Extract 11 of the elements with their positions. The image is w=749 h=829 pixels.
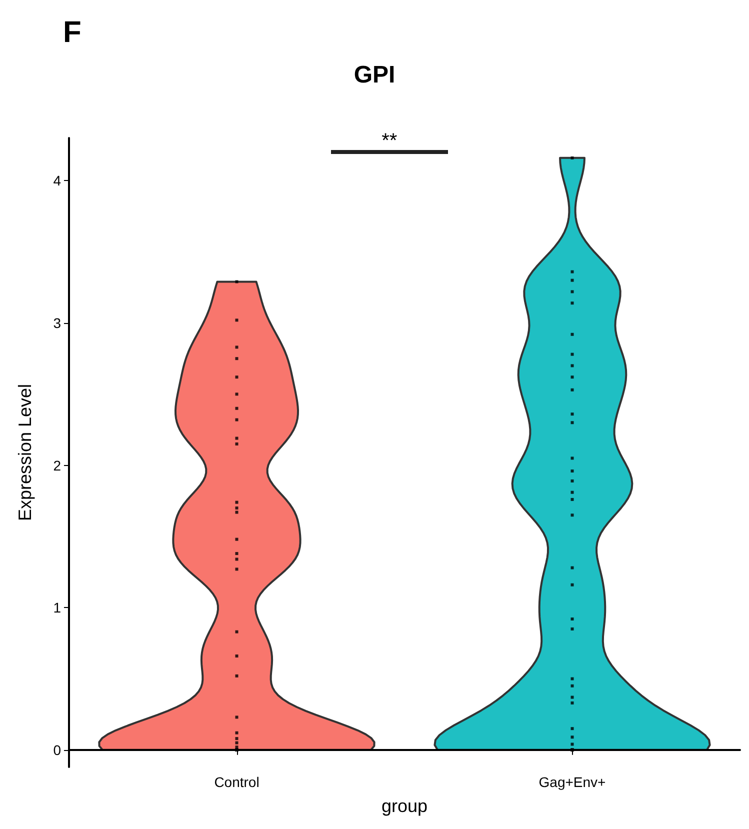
y-axis-title: Expression Level — [15, 384, 35, 522]
y-tick-label: 1 — [53, 600, 62, 616]
chart-title: GPI — [354, 62, 396, 88]
text: F — [63, 16, 82, 50]
x-axis-title: group — [381, 796, 428, 816]
y-tick-label: 2 — [53, 457, 62, 474]
y-tick-label: 3 — [53, 315, 62, 331]
x-tick-label: Gag+Env+ — [538, 774, 606, 790]
y-tick-label: 4 — [53, 172, 62, 189]
y-tick-label: 0 — [53, 742, 62, 758]
x-tick-label: Control — [214, 774, 260, 790]
